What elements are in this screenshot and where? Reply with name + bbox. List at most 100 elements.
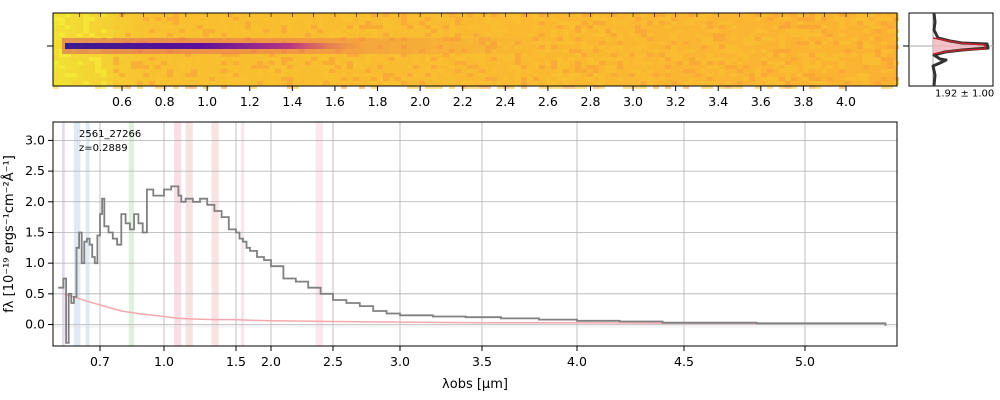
noise-cell	[647, 81, 653, 85]
noise-cell	[281, 73, 287, 77]
noise-cell	[749, 41, 755, 45]
noise-cell	[437, 29, 443, 33]
noise-cell	[383, 25, 389, 29]
noise-cell	[281, 65, 287, 69]
noise-cell	[449, 13, 455, 17]
noise-cell	[257, 53, 263, 57]
noise-cell	[431, 25, 437, 29]
noise-cell	[365, 73, 371, 77]
x-tick-label-8: 4.5	[674, 354, 694, 369]
noise-cell	[887, 45, 893, 49]
noise-cell	[617, 37, 623, 41]
noise-cell	[869, 57, 875, 61]
noise-cell	[761, 61, 767, 65]
noise-cell	[833, 41, 839, 45]
noise-cell	[347, 65, 353, 69]
noise-cell	[353, 29, 359, 33]
noise-cell	[329, 53, 335, 57]
x-tick-label-7: 4.0	[567, 354, 587, 369]
noise-cell	[719, 61, 725, 65]
noise-cell	[179, 65, 185, 69]
noise-cell	[131, 73, 137, 77]
noise-cell	[293, 85, 299, 89]
noise-cell	[419, 21, 425, 25]
noise-cell	[173, 85, 179, 89]
noise-cell	[653, 49, 659, 53]
noise-cell	[881, 69, 887, 73]
noise-cell	[347, 29, 353, 33]
top-tick-label-9: 2.4	[495, 94, 515, 109]
noise-cell	[575, 29, 581, 33]
noise-cell	[209, 77, 215, 81]
noise-cell	[431, 65, 437, 69]
noise-cell	[329, 61, 335, 65]
emission-band-3	[128, 122, 135, 346]
noise-cell	[305, 57, 311, 61]
noise-cell	[839, 33, 845, 37]
noise-cell	[335, 65, 341, 69]
noise-cell	[287, 53, 293, 57]
noise-cell	[323, 61, 329, 65]
noise-cell	[53, 77, 59, 81]
noise-cell	[155, 73, 161, 77]
noise-cell	[83, 17, 89, 21]
noise-cell	[389, 21, 395, 25]
noise-cell	[569, 85, 575, 89]
noise-cell	[113, 77, 119, 81]
noise-cell	[329, 77, 335, 81]
noise-cell	[659, 13, 665, 17]
noise-cell	[95, 65, 101, 69]
x-tick-label-3: 2.0	[261, 354, 281, 369]
noise-cell	[425, 29, 431, 33]
noise-cell	[203, 61, 209, 65]
noise-cell	[677, 53, 683, 57]
noise-cell	[623, 21, 629, 25]
noise-cell	[719, 49, 725, 53]
noise-cell	[539, 65, 545, 69]
y-tick-label-3: 1.5	[25, 224, 45, 239]
x-tick-label-0: 0.7	[90, 354, 110, 369]
noise-cell	[683, 49, 689, 53]
noise-cell	[71, 81, 77, 85]
noise-cell	[605, 57, 611, 61]
noise-cell	[419, 81, 425, 85]
noise-cell	[779, 85, 785, 89]
noise-cell	[293, 69, 299, 73]
noise-cell	[593, 65, 599, 69]
noise-cell	[773, 25, 779, 29]
noise-cell	[677, 61, 683, 65]
noise-cell	[107, 81, 113, 85]
noise-cell	[431, 33, 437, 37]
noise-cell	[65, 17, 71, 21]
noise-cell	[329, 69, 335, 73]
noise-cell	[797, 33, 803, 37]
noise-cell	[551, 81, 557, 85]
noise-cell	[647, 69, 653, 73]
noise-cell	[653, 85, 659, 89]
noise-cell	[593, 73, 599, 77]
noise-cell	[431, 57, 437, 61]
noise-cell	[839, 53, 845, 57]
noise-cell	[413, 57, 419, 61]
noise-cell	[611, 45, 617, 49]
noise-cell	[677, 29, 683, 33]
noise-cell	[365, 13, 371, 17]
noise-cell	[281, 69, 287, 73]
noise-cell	[713, 37, 719, 41]
noise-cell	[647, 61, 653, 65]
noise-cell	[509, 17, 515, 21]
noise-cell	[209, 25, 215, 29]
noise-cell	[251, 65, 257, 69]
noise-cell	[227, 65, 233, 69]
noise-cell	[683, 85, 689, 89]
noise-cell	[875, 49, 881, 53]
noise-cell	[311, 53, 317, 57]
noise-cell	[443, 17, 449, 21]
noise-cell	[659, 77, 665, 81]
noise-cell	[623, 61, 629, 65]
noise-cell	[425, 73, 431, 77]
noise-cell	[89, 81, 95, 85]
noise-cell	[515, 21, 521, 25]
noise-cell	[563, 41, 569, 45]
noise-cell	[695, 81, 701, 85]
